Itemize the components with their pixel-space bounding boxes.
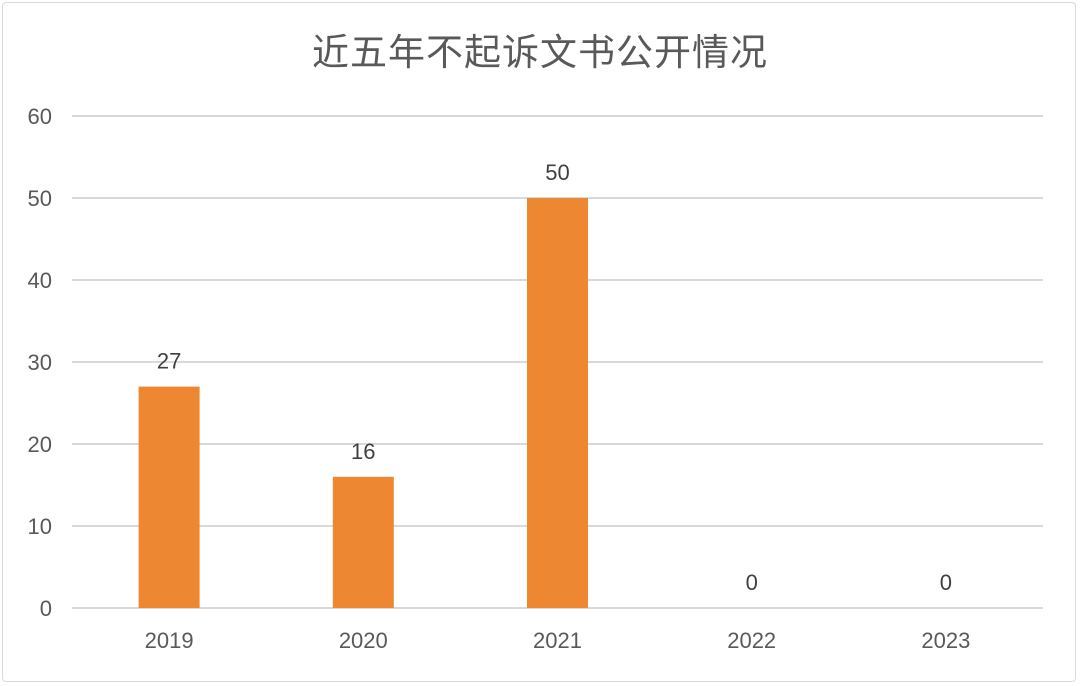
x-tick-label-2020: 2020 [339, 628, 388, 653]
y-tick-label: 40 [28, 268, 52, 293]
bar-2020 [332, 476, 394, 608]
chart-title: 近五年不起诉文书公开情况 [312, 31, 768, 74]
bar-2021 [527, 198, 588, 608]
data-label-2020: 16 [351, 439, 375, 464]
data-label-2019: 27 [157, 349, 181, 374]
data-labels: 27 16 50 0 0 [157, 160, 952, 595]
y-tick-label: 30 [28, 350, 52, 375]
y-tick-label: 50 [28, 186, 52, 211]
x-tick-label-2019: 2019 [145, 628, 194, 653]
y-tick-label: 60 [28, 104, 52, 129]
x-tick-label-2021: 2021 [533, 628, 582, 653]
x-tick-label-2023: 2023 [921, 628, 970, 653]
data-label-2022: 0 [746, 570, 758, 595]
data-label-2023: 0 [940, 570, 952, 595]
x-tick-label-2022: 2022 [727, 628, 776, 653]
bars [138, 198, 588, 608]
y-tick-label: 10 [28, 514, 52, 539]
y-axis-ticks: 0 10 20 30 40 50 60 [28, 104, 52, 621]
y-tick-label: 20 [28, 432, 52, 457]
bar-2019 [138, 386, 200, 608]
y-tick-label: 0 [40, 596, 52, 621]
data-label-2021: 50 [545, 160, 569, 185]
x-axis-ticks: 2019 2020 2021 2022 2023 [145, 628, 971, 653]
